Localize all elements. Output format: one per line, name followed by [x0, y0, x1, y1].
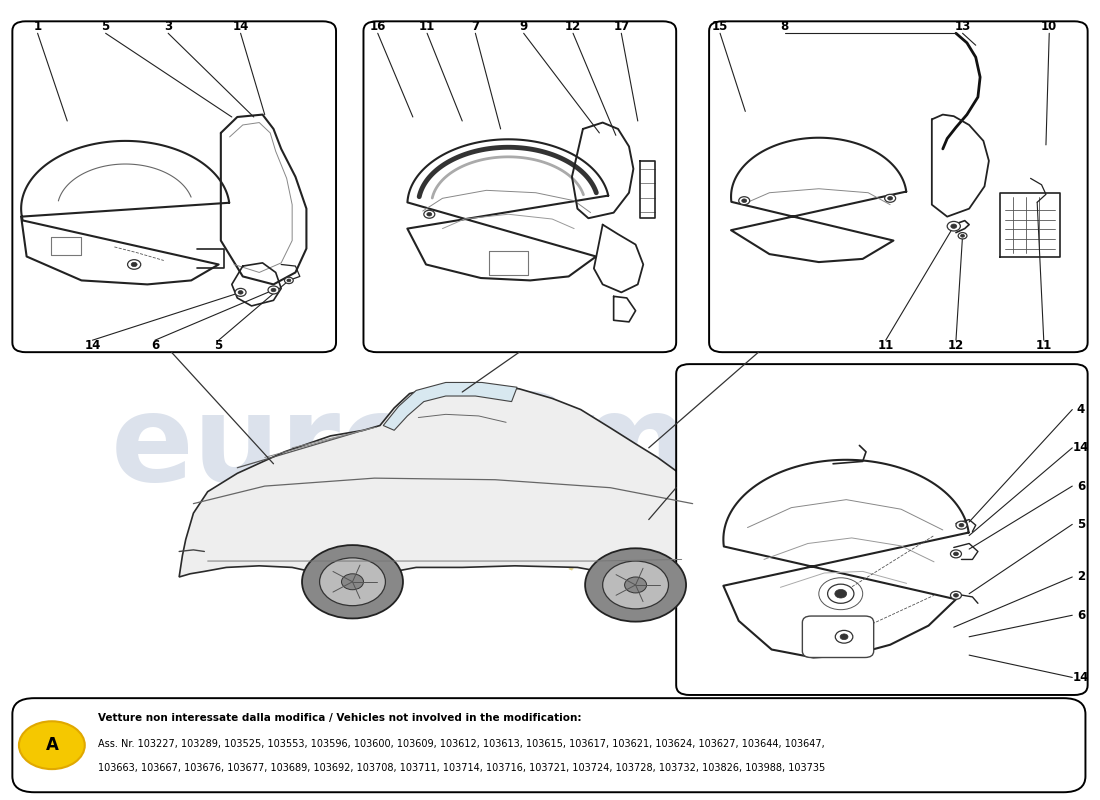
Circle shape [950, 550, 961, 558]
Circle shape [625, 577, 647, 593]
Circle shape [884, 194, 895, 202]
Text: 11: 11 [1035, 339, 1052, 352]
Text: 6: 6 [1077, 479, 1086, 493]
Circle shape [271, 288, 276, 292]
Polygon shape [179, 384, 720, 578]
FancyBboxPatch shape [802, 616, 873, 658]
Text: 2: 2 [1077, 570, 1085, 583]
FancyBboxPatch shape [12, 698, 1086, 792]
FancyBboxPatch shape [676, 364, 1088, 695]
Circle shape [958, 233, 967, 239]
Text: 14: 14 [232, 21, 249, 34]
Circle shape [959, 523, 964, 527]
Text: 15: 15 [712, 21, 728, 34]
Circle shape [954, 552, 958, 556]
FancyBboxPatch shape [12, 22, 336, 352]
Text: 3: 3 [164, 21, 173, 34]
Text: 1: 1 [33, 21, 42, 34]
Text: 8: 8 [781, 21, 789, 34]
Circle shape [128, 260, 141, 270]
Circle shape [950, 224, 957, 228]
Polygon shape [383, 382, 517, 430]
Circle shape [954, 594, 958, 597]
Text: 12: 12 [565, 21, 581, 34]
Text: Vetture non interessate dalla modifica / Vehicles not involved in the modificati: Vetture non interessate dalla modifica /… [98, 713, 582, 722]
Circle shape [950, 591, 961, 599]
Text: 11: 11 [878, 339, 894, 352]
Circle shape [947, 222, 960, 231]
Text: 4: 4 [1077, 403, 1086, 416]
Text: 14: 14 [85, 339, 100, 352]
Text: 103663, 103667, 103676, 103677, 103689, 103692, 103708, 103711, 103714, 103716, : 103663, 103667, 103676, 103677, 103689, … [98, 762, 825, 773]
Circle shape [739, 197, 750, 205]
Circle shape [603, 561, 669, 609]
Text: 10: 10 [1041, 21, 1057, 34]
Circle shape [131, 262, 138, 266]
Text: 12: 12 [948, 339, 964, 352]
Text: 14: 14 [1072, 671, 1089, 684]
Circle shape [238, 290, 243, 294]
Circle shape [835, 630, 852, 643]
Circle shape [424, 210, 434, 218]
Circle shape [287, 279, 290, 282]
Circle shape [341, 574, 363, 590]
Text: 5: 5 [214, 339, 223, 352]
Circle shape [888, 197, 892, 200]
FancyBboxPatch shape [710, 22, 1088, 352]
Text: 5: 5 [1077, 518, 1086, 531]
Text: 7: 7 [471, 21, 480, 34]
Circle shape [840, 634, 848, 640]
Circle shape [285, 278, 294, 284]
Text: 11: 11 [419, 21, 436, 34]
Circle shape [585, 548, 686, 622]
Text: Ass. Nr. 103227, 103289, 103525, 103553, 103596, 103600, 103609, 103612, 103613,: Ass. Nr. 103227, 103289, 103525, 103553,… [98, 739, 825, 749]
Circle shape [427, 213, 432, 216]
Circle shape [741, 199, 747, 202]
Text: 13: 13 [955, 21, 970, 34]
Text: A: A [45, 736, 58, 754]
Text: 9: 9 [519, 21, 528, 34]
Text: 16: 16 [370, 21, 386, 34]
Circle shape [302, 545, 403, 618]
Text: 14: 14 [1072, 442, 1089, 454]
Circle shape [956, 521, 967, 529]
Circle shape [19, 722, 85, 769]
Text: 6: 6 [1077, 609, 1086, 622]
Circle shape [827, 584, 854, 603]
Text: 5: 5 [101, 21, 110, 34]
Text: a passion for parts since: a passion for parts since [331, 445, 818, 674]
Text: 17: 17 [613, 21, 629, 34]
Circle shape [235, 288, 246, 296]
Circle shape [835, 590, 847, 598]
Text: 6: 6 [151, 339, 160, 352]
Circle shape [320, 558, 385, 606]
Circle shape [268, 286, 279, 294]
Text: eurof€ms: eurof€ms [111, 390, 763, 506]
FancyBboxPatch shape [363, 22, 676, 352]
Circle shape [960, 234, 965, 238]
